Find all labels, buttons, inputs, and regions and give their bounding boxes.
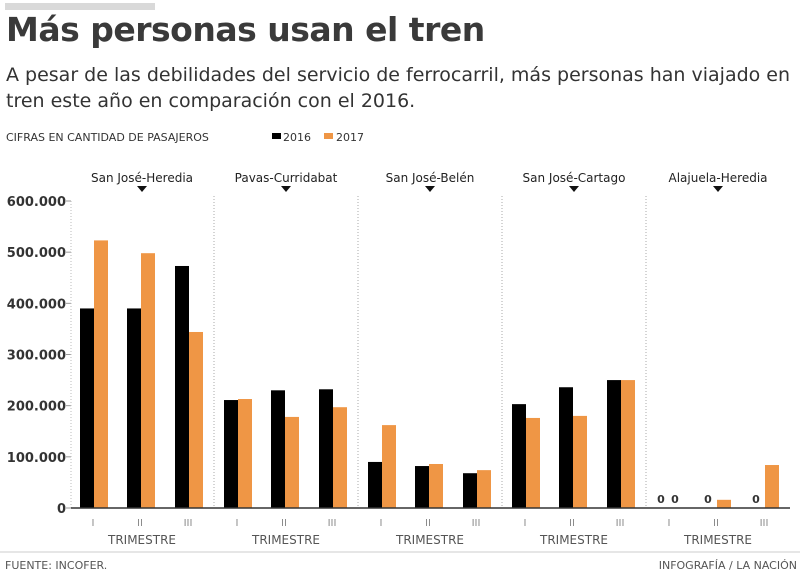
- x-tick-label: I: [668, 518, 671, 529]
- group-label: San José-Belén: [386, 171, 475, 185]
- x-tick-label: I: [92, 518, 95, 529]
- credit-text: INFOGRAFÍA / LA NACIÓN: [659, 559, 797, 572]
- page-title: Más personas usan el tren: [6, 10, 485, 49]
- x-tick-label: III: [616, 518, 625, 529]
- y-tick-label: 0: [57, 502, 66, 517]
- group-label: Alajuela-Heredia: [669, 171, 768, 185]
- bar-2016: [127, 308, 141, 508]
- bar-2017: [429, 463, 443, 508]
- bar-2016: [319, 389, 333, 508]
- y-axis-label: CIFRAS EN CANTIDAD DE PASAJEROS: [6, 131, 209, 144]
- bar-2017: [333, 407, 347, 508]
- x-axis-label: TRIMESTRE: [683, 533, 752, 547]
- bar-2017: [477, 470, 491, 508]
- bar-2017: [717, 499, 731, 508]
- x-tick-label: II: [281, 518, 287, 529]
- legend-label-2017: 2017: [336, 131, 364, 144]
- x-tick-label: I: [524, 518, 527, 529]
- triangle-down-icon: [713, 186, 723, 192]
- legend-swatch-2017: [324, 133, 333, 139]
- bar-2016: [512, 404, 526, 508]
- x-axis-label: TRIMESTRE: [107, 533, 176, 547]
- x-tick-label: I: [236, 518, 239, 529]
- bar-2016: [463, 473, 477, 508]
- y-tick-label: 100.000: [7, 451, 66, 466]
- x-tick-label: II: [713, 518, 719, 529]
- bar-2017: [526, 417, 540, 508]
- zero-label: 0: [657, 493, 665, 506]
- x-axis-label: TRIMESTRE: [395, 533, 464, 547]
- zero-label: 0: [671, 493, 679, 506]
- bar-2016: [271, 390, 285, 508]
- y-tick-label: 300.000: [7, 349, 66, 364]
- group-label: San José-Cartago: [523, 171, 626, 185]
- x-tick-label: II: [137, 518, 143, 529]
- bar-2017: [382, 425, 396, 508]
- bar-2016: [368, 461, 382, 508]
- bar-2016: [175, 265, 189, 508]
- group-label: San José-Heredia: [91, 171, 193, 185]
- legend-swatch-2016: [272, 133, 281, 139]
- bar-2016: [415, 466, 429, 508]
- y-tick-label: 500.000: [7, 246, 66, 261]
- triangle-down-icon: [281, 186, 291, 192]
- bar-2017: [765, 465, 779, 508]
- y-tick-label: 400.000: [7, 297, 66, 312]
- x-tick-label: II: [569, 518, 575, 529]
- group-label: Pavas-Curridabat: [235, 171, 338, 185]
- x-tick-label: III: [184, 518, 193, 529]
- bar-2017: [573, 415, 587, 508]
- zero-label: 0: [752, 493, 760, 506]
- x-axis-label: TRIMESTRE: [251, 533, 320, 547]
- triangle-down-icon: [137, 186, 147, 192]
- triangle-down-icon: [569, 186, 579, 192]
- x-tick-label: II: [425, 518, 431, 529]
- bar-2017: [621, 380, 635, 508]
- zero-label: 0: [704, 493, 712, 506]
- subtitle: A pesar de las debilidades del servicio …: [6, 64, 791, 112]
- triangle-down-icon: [425, 186, 435, 192]
- x-tick-label: III: [760, 518, 769, 529]
- y-tick-label: 600.000: [7, 195, 66, 210]
- bar-2017: [189, 331, 203, 508]
- bar-2016: [224, 400, 238, 508]
- x-axis-label: TRIMESTRE: [539, 533, 608, 547]
- x-tick-label: III: [328, 518, 337, 529]
- x-tick-label: I: [380, 518, 383, 529]
- x-tick-label: III: [472, 518, 481, 529]
- bar-2017: [94, 240, 108, 509]
- bar-2016: [559, 387, 573, 508]
- source-text: FUENTE: INCOFER.: [5, 559, 107, 572]
- bar-2016: [607, 380, 621, 508]
- bar-2017: [141, 253, 155, 508]
- legend-label-2016: 2016: [283, 131, 311, 144]
- bar-2017: [238, 399, 252, 508]
- y-tick-label: 200.000: [7, 400, 66, 415]
- bar-2017: [285, 416, 299, 508]
- decorative-bar: [5, 3, 155, 10]
- bar-2016: [80, 308, 94, 508]
